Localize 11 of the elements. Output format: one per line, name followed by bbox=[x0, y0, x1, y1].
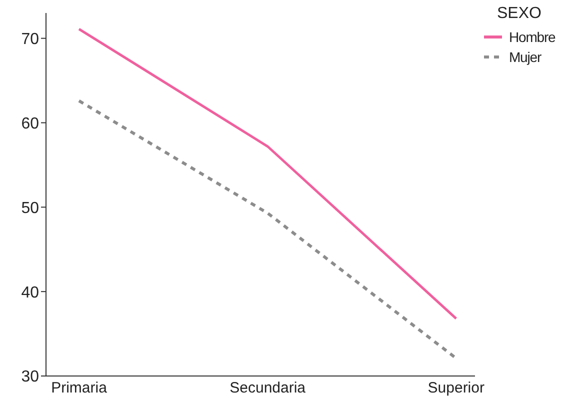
y-tick-label: 30 bbox=[21, 368, 40, 386]
y-tick-label: 60 bbox=[21, 115, 40, 132]
x-tick-label: Primaria bbox=[51, 380, 108, 397]
y-tick-label: 50 bbox=[21, 200, 40, 217]
legend-label: Hombre bbox=[509, 29, 556, 45]
x-tick-label: Superior bbox=[428, 380, 484, 397]
x-tick-label: Secundaria bbox=[230, 380, 306, 397]
y-tick-label: 70 bbox=[21, 31, 40, 48]
y-tick-label: 40 bbox=[21, 284, 40, 302]
legend-title: SEXO bbox=[497, 5, 542, 23]
legend-label: Mujer bbox=[509, 49, 542, 65]
